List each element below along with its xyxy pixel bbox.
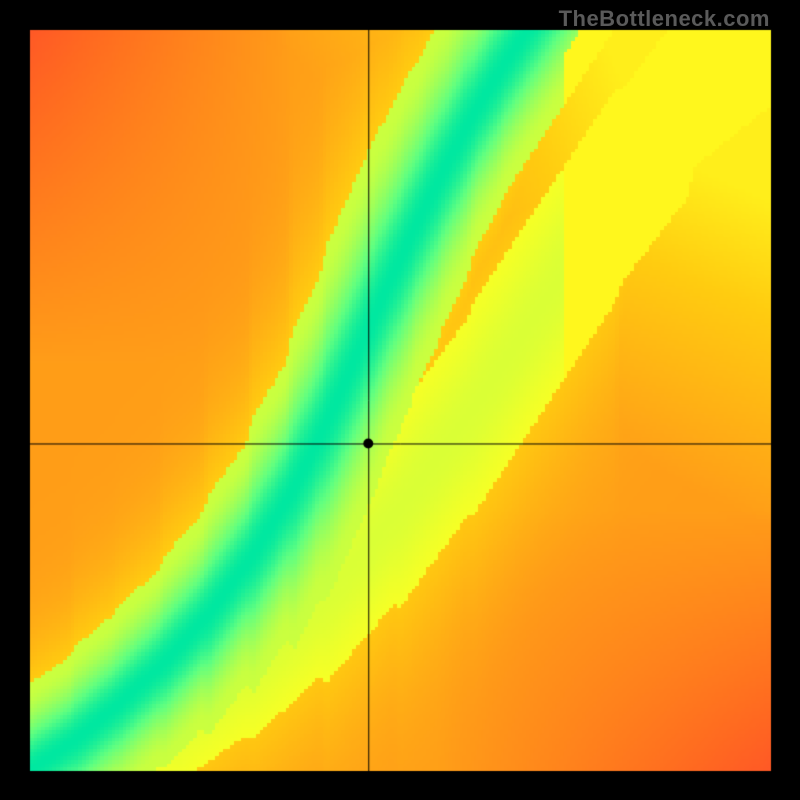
heatmap-canvas [0, 0, 800, 800]
watermark-text: TheBottleneck.com [559, 6, 770, 32]
chart-container: TheBottleneck.com [0, 0, 800, 800]
